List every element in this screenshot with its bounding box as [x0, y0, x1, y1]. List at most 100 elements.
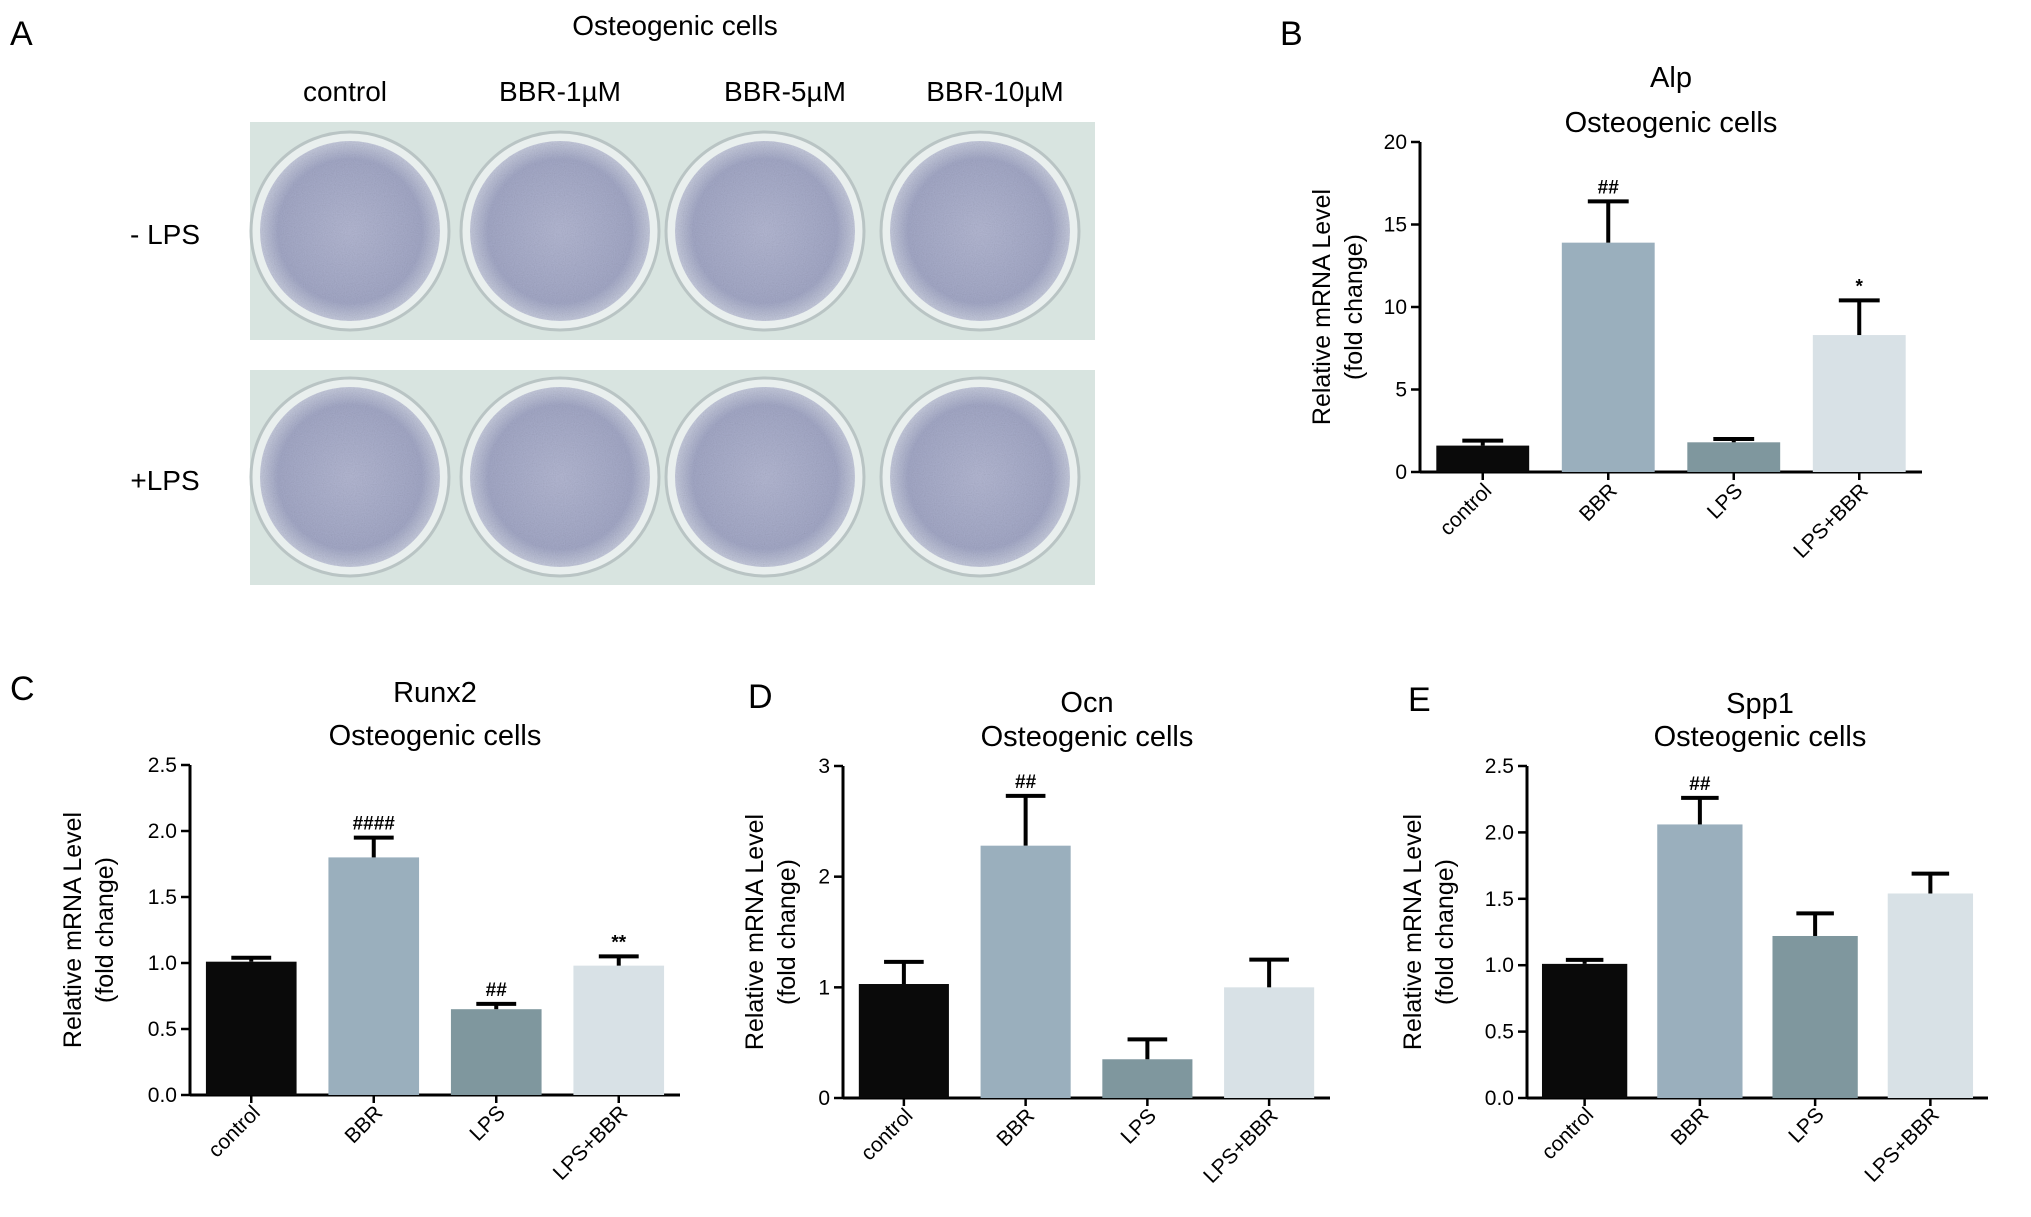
stained-well	[260, 387, 440, 567]
y-tick-label: 5	[1395, 379, 1407, 402]
panel-letter: B	[1280, 15, 1303, 53]
panel-letter: C	[10, 670, 35, 708]
bar	[1102, 1059, 1193, 1098]
stained-well	[675, 387, 855, 567]
y-tick-label: 2.0	[1485, 821, 1514, 844]
y-tick-label: 1.5	[148, 886, 177, 909]
stained-well	[470, 141, 650, 321]
bar	[858, 984, 949, 1098]
significance-label: ##	[1689, 774, 1711, 795]
y-tick-label: 2	[818, 866, 830, 889]
chart-panel-b: B Alp Osteogenic cells Relative mRNA Level(…	[1280, 15, 1922, 563]
bar	[450, 1009, 542, 1095]
stained-well	[890, 387, 1070, 567]
significance-label: *	[1856, 276, 1864, 297]
bar	[1224, 987, 1315, 1098]
y-tick-label: 0.0	[148, 1084, 177, 1107]
panel-a-row-label: - LPS	[130, 219, 200, 250]
y-tick-label: 0.5	[148, 1018, 177, 1041]
y-axis-label: (fold change)	[773, 859, 801, 1005]
bar	[1436, 445, 1530, 472]
stained-well	[260, 141, 440, 321]
x-tick-label: LPS+BBR	[549, 1101, 633, 1185]
significance-label: ##	[486, 980, 508, 1001]
y-tick-label: 3	[818, 755, 830, 778]
chart-subtitle: Osteogenic cells	[329, 720, 542, 752]
x-tick-label: control	[204, 1101, 265, 1162]
bar	[1657, 824, 1743, 1098]
y-axis-label: (fold change)	[1431, 859, 1459, 1005]
y-tick-label: 1.5	[1485, 888, 1514, 911]
y-tick-label: 1.0	[1485, 954, 1514, 977]
panel-a-column-label: BBR-1µM	[499, 76, 621, 107]
y-tick-label: 0	[818, 1087, 830, 1110]
y-tick-label: 1	[818, 976, 830, 999]
significance-label: **	[611, 932, 626, 953]
chart-title: Runx2	[393, 677, 477, 709]
chart-title: Ocn	[1060, 687, 1113, 719]
y-axis-label: (fold change)	[91, 857, 119, 1003]
y-tick-label: 1.0	[148, 952, 177, 975]
bar	[1541, 963, 1628, 1098]
y-axis-label: Relative mRNA Level	[1308, 189, 1336, 425]
x-tick-label: control	[1537, 1103, 1598, 1164]
chart-title: Alp	[1650, 62, 1692, 94]
x-tick-label: LPS	[1703, 479, 1747, 523]
panel-a-row-label: +LPS	[130, 465, 199, 496]
panel-a-column-label: control	[303, 76, 387, 107]
panel-a-column-label: BBR-5µM	[724, 76, 846, 107]
y-tick-label: 0	[1395, 461, 1407, 484]
x-tick-label: control	[1435, 479, 1496, 540]
stained-well	[470, 387, 650, 567]
bar	[573, 965, 665, 1095]
significance-label: ##	[1015, 772, 1037, 793]
bar	[1561, 242, 1655, 472]
bar	[328, 857, 420, 1095]
stained-well	[890, 141, 1070, 321]
x-tick-label: LPS	[1117, 1104, 1161, 1148]
y-tick-label: 2.5	[148, 754, 177, 777]
y-tick-label: 2.5	[1485, 755, 1514, 778]
bar	[980, 845, 1071, 1098]
panel-a-letter: A	[10, 15, 33, 53]
y-tick-label: 15	[1384, 214, 1407, 237]
x-tick-label: LPS	[465, 1101, 509, 1145]
x-tick-label: control	[857, 1104, 918, 1165]
y-axis-label: Relative mRNA Level	[741, 814, 769, 1050]
panel-letter: E	[1408, 681, 1431, 719]
x-tick-label: LPS+BBR	[1199, 1104, 1283, 1188]
bar	[1887, 893, 1974, 1098]
bar	[205, 961, 297, 1095]
x-tick-label: LPS	[1784, 1103, 1828, 1147]
y-axis-label: Relative mRNA Level	[59, 812, 87, 1048]
culture-plates	[249, 122, 1095, 585]
stained-well	[675, 141, 855, 321]
chart-subtitle: Osteogenic cells	[1565, 107, 1778, 139]
y-axis-label: (fold change)	[1340, 234, 1368, 380]
y-axis-label: Relative mRNA Level	[1399, 814, 1427, 1050]
panel-a-header: Osteogenic cells	[572, 10, 777, 41]
chart-title: Spp1	[1726, 688, 1794, 720]
bar	[1812, 335, 1906, 472]
y-tick-label: 0.5	[1485, 1021, 1514, 1044]
y-tick-label: 10	[1384, 296, 1407, 319]
x-tick-label: BBR	[1667, 1103, 1714, 1150]
y-tick-label: 20	[1384, 131, 1407, 154]
chart-subtitle: Osteogenic cells	[1654, 721, 1867, 753]
panel-a-column-label: BBR-10µM	[926, 76, 1064, 107]
bar	[1772, 935, 1858, 1098]
chart-subtitle: Osteogenic cells	[981, 721, 1194, 753]
chart-panel-c: C Runx2 Osteogenic cells Relative mRNA Leve…	[10, 670, 680, 1185]
x-tick-label: BBR	[1575, 479, 1622, 526]
y-tick-label: 0.0	[1485, 1087, 1514, 1110]
panel-a: A Osteogenic cells control BBR-1µM BBR-5…	[10, 10, 1095, 585]
panel-letter: D	[748, 678, 773, 716]
x-tick-label: LPS+BBR	[1789, 479, 1873, 563]
x-tick-label: BBR	[992, 1104, 1039, 1151]
x-tick-label: BBR	[340, 1101, 387, 1148]
significance-label: ##	[1598, 177, 1620, 198]
significance-label: ####	[353, 814, 396, 835]
y-tick-label: 2.0	[148, 820, 177, 843]
